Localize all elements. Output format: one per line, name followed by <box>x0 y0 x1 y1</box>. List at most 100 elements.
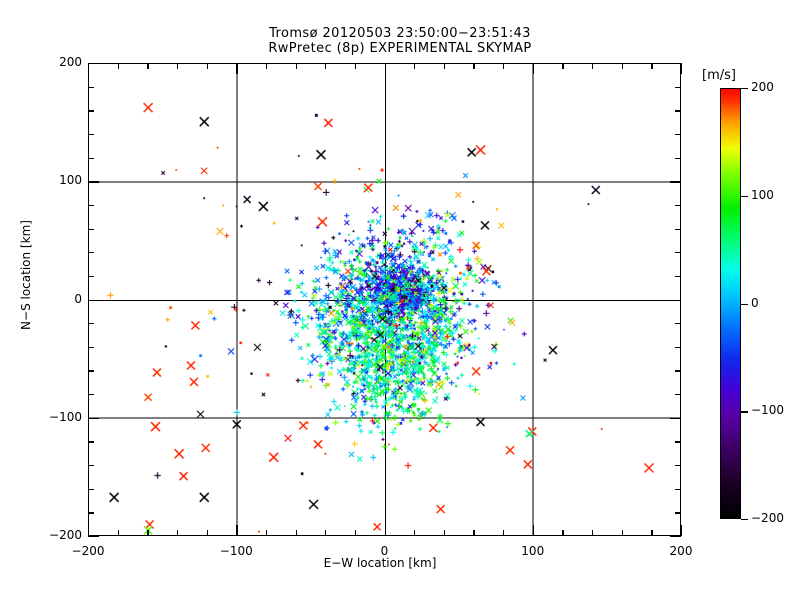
colorbar-tick <box>741 411 748 413</box>
axis-tick <box>675 157 681 159</box>
y-tick-label: 200 <box>59 55 82 69</box>
y-tick-label: 100 <box>59 173 82 188</box>
axis-tick <box>670 181 681 183</box>
axis-tick <box>675 252 681 254</box>
axis-tick <box>88 110 94 112</box>
axis-tick <box>354 530 357 536</box>
axis-tick <box>88 536 99 538</box>
axis-tick <box>354 63 357 69</box>
x-axis-title: E−W location [km] <box>323 556 437 570</box>
colorbar <box>720 88 741 519</box>
axis-tick <box>532 525 535 536</box>
axis-tick <box>670 63 681 65</box>
axis-tick <box>621 63 623 69</box>
axis-tick <box>592 63 594 69</box>
axis-tick <box>117 63 119 69</box>
axis-tick <box>88 157 94 159</box>
axis-tick <box>675 370 681 372</box>
axis-tick <box>147 63 149 69</box>
axis-tick <box>88 181 99 183</box>
axis-tick <box>236 525 238 536</box>
axis-tick <box>147 530 149 536</box>
axis-tick <box>88 133 94 136</box>
axis-tick <box>88 252 94 254</box>
axis-tick <box>88 394 94 396</box>
x-tick-label: 200 <box>669 544 693 558</box>
axis-tick <box>88 370 94 372</box>
x-tick-label: 100 <box>521 544 545 558</box>
y-tick-label: −100 <box>49 409 82 424</box>
axis-tick <box>503 63 505 69</box>
colorbar-unit-label: [m/s] <box>702 68 736 83</box>
axis-tick <box>206 63 208 69</box>
axis-tick <box>675 346 681 349</box>
colorbar-tick-label: 200 <box>751 80 774 94</box>
y-axis-title: N−S location [km] <box>19 220 33 330</box>
axis-tick <box>670 417 681 420</box>
axis-tick <box>206 530 208 536</box>
axis-tick <box>562 530 564 536</box>
colorbar-tick <box>741 195 748 198</box>
axis-tick <box>473 530 475 536</box>
axis-tick <box>384 63 386 74</box>
axis-tick <box>675 465 681 467</box>
axis-tick <box>562 63 564 69</box>
axis-tick <box>88 299 99 301</box>
axis-tick <box>414 530 416 536</box>
axis-tick <box>88 525 90 536</box>
y-tick-label: −200 <box>49 528 82 542</box>
axis-tick <box>592 530 594 536</box>
axis-tick <box>675 275 681 278</box>
axis-tick <box>621 530 623 536</box>
axis-tick <box>675 323 681 325</box>
colorbar-gradient <box>720 88 741 519</box>
axis-tick <box>651 530 653 536</box>
colorbar-tick <box>741 519 748 521</box>
axis-tick <box>675 133 681 136</box>
axis-tick <box>532 63 535 74</box>
axis-tick <box>88 63 90 74</box>
axis-tick <box>88 323 94 325</box>
axis-tick <box>117 530 119 536</box>
chart-title-line1: Tromsø 20120503 23:50:00−23:51:43 <box>269 26 531 41</box>
axis-tick <box>265 63 268 69</box>
axis-tick <box>295 63 297 69</box>
axis-tick <box>265 530 268 536</box>
axis-tick <box>675 110 681 112</box>
axis-tick <box>443 63 446 69</box>
axis-tick <box>675 86 681 88</box>
axis-tick <box>88 63 99 65</box>
axis-tick <box>675 512 681 514</box>
axis-tick <box>88 228 94 230</box>
chart-title-line2: RwPretec (8p) EXPERIMENTAL SKYMAP <box>268 41 532 56</box>
axis-tick <box>670 536 681 538</box>
axis-tick <box>176 63 179 69</box>
axis-tick <box>503 530 505 536</box>
axis-tick <box>443 530 446 536</box>
axis-tick <box>414 63 416 69</box>
axis-tick <box>675 204 681 207</box>
axis-tick <box>675 488 681 490</box>
axis-tick <box>325 63 327 69</box>
axis-tick <box>651 63 653 69</box>
axis-tick <box>236 63 238 74</box>
axis-tick <box>176 530 179 536</box>
plot-area <box>88 63 681 536</box>
axis-tick <box>325 530 327 536</box>
y-tick-label: 0 <box>74 291 82 306</box>
axis-tick <box>384 525 386 536</box>
axis-tick <box>681 63 683 74</box>
axis-tick <box>88 346 94 349</box>
axis-tick <box>675 394 681 396</box>
axis-tick <box>675 441 681 443</box>
axis-tick <box>88 512 94 514</box>
colorbar-tick-label: −100 <box>751 403 784 418</box>
colorbar-tick-label: 0 <box>751 295 759 310</box>
colorbar-tick <box>741 303 748 305</box>
colorbar-tick <box>741 88 748 90</box>
axis-tick <box>88 441 94 443</box>
axis-tick <box>88 488 94 490</box>
axis-tick <box>473 63 475 69</box>
x-tick-label: −100 <box>219 544 253 558</box>
axis-tick <box>88 417 99 420</box>
